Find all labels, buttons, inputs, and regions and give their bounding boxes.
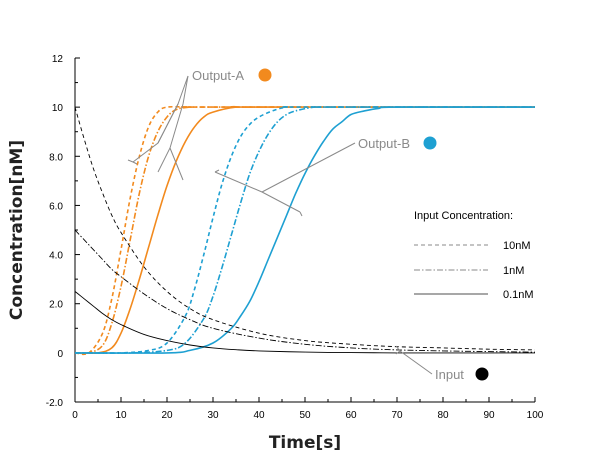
x-tick-label: 90: [483, 410, 495, 421]
x-tick-label: 0: [72, 410, 78, 421]
x-tick-label: 70: [391, 410, 403, 421]
x-tick-label: 50: [299, 410, 311, 421]
annotation-input-dot: [475, 367, 489, 381]
annotation-output-a: Output-A: [192, 68, 244, 83]
legend-label-0_1nm: 0.1nM: [503, 289, 534, 301]
series-line-output-a-0_1nm: [74, 105, 535, 355]
annotation-output-a-dot: [258, 68, 272, 82]
y-axis-label: Concentration[nM]: [7, 140, 27, 320]
y-tick-label: 4.0: [49, 251, 63, 262]
x-tick-label: 100: [527, 410, 544, 421]
y-tick-label: 0: [57, 349, 63, 360]
x-tick-label: 20: [161, 410, 173, 421]
y-tick-label: 12: [52, 54, 64, 65]
input-leader: [395, 345, 433, 375]
y-tick-label: 2.0: [49, 300, 63, 311]
annotation-output-b-dot: [423, 136, 437, 150]
x-tick-label: 40: [253, 410, 265, 421]
annotation-output-b: Output-B: [358, 136, 410, 151]
legend-label-1nm: 1nM: [503, 265, 524, 277]
series-line-output-a-10nm: [74, 105, 535, 356]
series-line-input-1nm: [74, 229, 536, 353]
x-tick-label: 10: [115, 410, 127, 421]
output-b-leader: [214, 169, 303, 217]
output-a-leader: [157, 75, 189, 173]
axes: 0 10 20 30 40 50 60 70 80 90 100 -2.0 0 2.0 4.0 6.0 8.0 1…: [46, 54, 544, 421]
series-line-input-0_1nm: [74, 291, 535, 354]
y-tick-label: -2.0: [46, 398, 64, 409]
annotation-layer: Output-A Output-B Input: [127, 68, 489, 382]
series-line-output-a-1nm: [74, 106, 535, 355]
x-axis-label: Time[s]: [269, 433, 341, 453]
legend: Input Concentration: 10nM 1nM 0.1nM: [414, 210, 534, 301]
series-line-input-10nm: [74, 106, 536, 351]
series-line-output-b-10nm: [74, 106, 535, 354]
series-line-output-b-0_1nm: [74, 106, 536, 354]
x-tick-label: 80: [437, 410, 449, 421]
output-b-leader: [261, 142, 356, 193]
y-tick-label: 6.0: [49, 201, 63, 212]
output-a-leader: [169, 147, 184, 181]
output-a-leader: [127, 159, 138, 165]
output-a-leader: [157, 103, 179, 144]
y-tick-label: 10: [52, 103, 64, 114]
series-layer: [74, 105, 536, 356]
series-line-output-b-1nm: [74, 106, 535, 354]
output-b-leader: [214, 171, 301, 213]
y-tick-label: 8.0: [49, 152, 63, 163]
x-tick-label: 30: [207, 410, 219, 421]
annotation-input: Input: [435, 367, 464, 382]
x-tick-label: 60: [345, 410, 357, 421]
legend-title: Input Concentration:: [414, 210, 513, 222]
legend-label-10nm: 10nM: [503, 240, 531, 252]
